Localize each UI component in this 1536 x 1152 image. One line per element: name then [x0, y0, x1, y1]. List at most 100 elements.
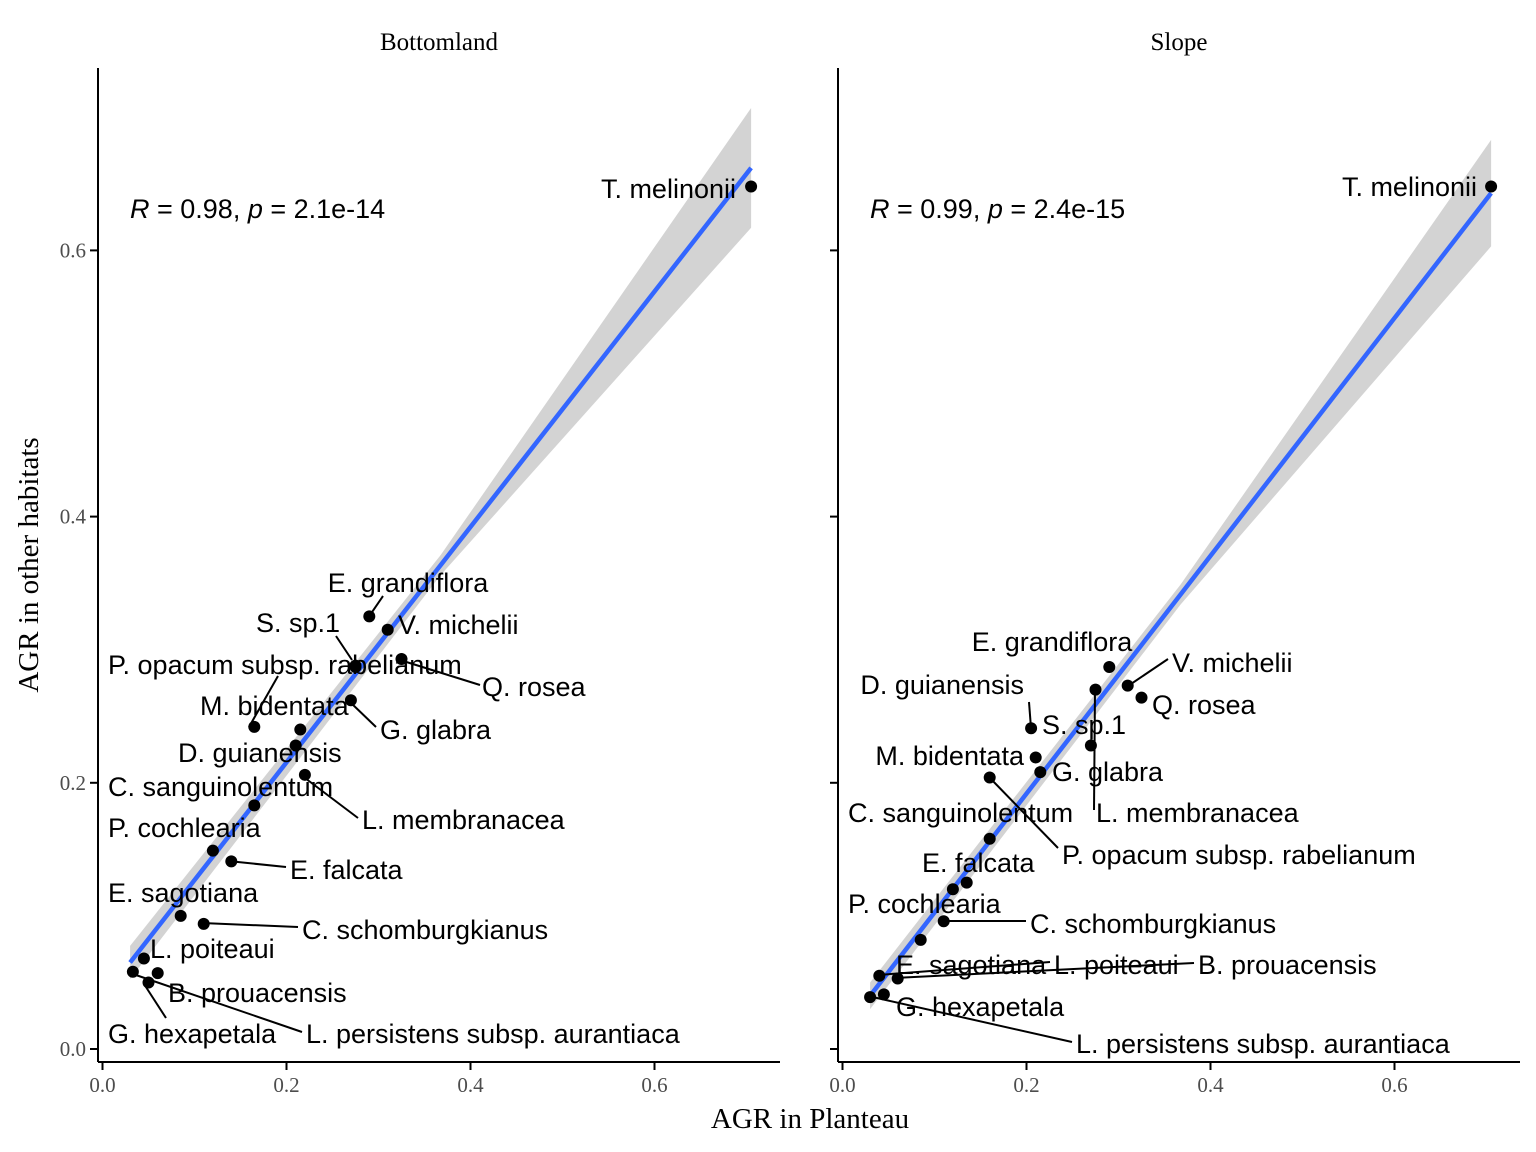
data-point-c-schomburgkianus: [937, 915, 950, 928]
y-tick-label: 0.2: [60, 771, 86, 795]
data-point-t-melinonii: [745, 180, 758, 193]
point-label-e-grandiflora: E. grandiflora: [972, 627, 1134, 657]
data-point-l-membranacea: [1089, 683, 1102, 696]
label-leader: [300, 774, 359, 819]
point-label-b-prouacensis: B. prouacensis: [1198, 950, 1377, 980]
label-leader: [129, 972, 303, 1033]
x-axis-title: AGR in Planteau: [711, 1103, 909, 1135]
data-point-p-cochlearia: [248, 799, 261, 812]
correlation-stat: R = 0.99, p = 2.4e-15: [870, 194, 1125, 224]
point-label-b-prouacensis: B. prouacensis: [168, 978, 347, 1008]
data-point-e-grandiflora: [1103, 661, 1116, 674]
stat-p-symbol: p: [247, 194, 263, 224]
panel-bottomland: Bottomland 0.0 0.2 0.4 0.6 0.0 0.2 0.4 0.6 R = 0.…: [60, 29, 780, 1097]
label-leader: [201, 922, 299, 928]
point-label-p-cochlearia: P. cochlearia: [848, 889, 1002, 919]
x-tick-label: 0.2: [273, 1073, 299, 1097]
point-label-v-michelii: V. michelii: [398, 610, 519, 640]
point-label-e-sagotiana: E. sagotiana: [108, 878, 259, 908]
y-tick-label: 0.6: [60, 238, 86, 262]
point-label-m-bidentata: M. bidentata: [875, 741, 1025, 771]
stat-r-value: = 0.99,: [890, 194, 988, 224]
confidence-band: [130, 107, 752, 980]
point-label-p-cochlearia: P. cochlearia: [108, 813, 262, 843]
point-label-g-hexapetala: G. hexapetala: [896, 992, 1065, 1022]
point-label-t-melinonii: T. melinonii: [1342, 172, 1477, 202]
point-label-e-sagotiana: E. sagotiana: [896, 950, 1047, 980]
panel-title: Slope: [1151, 29, 1208, 56]
stat-r-symbol: R: [870, 194, 890, 224]
point-label-l-persistens-subsp-aurantiaca: L. persistens subsp. aurantiaca: [306, 1019, 681, 1049]
regression-line: [868, 191, 1493, 998]
data-point-b-prouacensis: [914, 933, 927, 946]
data-point-l-persistens-subsp-aurantiaca: [864, 991, 877, 1004]
x-tick-label: 0.4: [457, 1073, 484, 1097]
point-label-m-bidentata: M. bidentata: [200, 691, 350, 721]
point-label-d-guianensis: D. guianensis: [178, 738, 342, 768]
data-point-c-schomburgkianus: [197, 917, 210, 930]
data-point-q-rosea: [1135, 691, 1148, 704]
stat-p-value: = 2.1e-14: [263, 194, 385, 224]
data-point-l-poiteaui: [137, 952, 150, 965]
point-label-c-schomburgkianus: C. schomburgkianus: [302, 915, 548, 945]
point-label-c-sanguinolentum: C. sanguinolentum: [848, 798, 1073, 828]
data-point-e-falcata: [960, 876, 973, 889]
regression-line: [128, 166, 753, 964]
stat-p-symbol: p: [987, 194, 1003, 224]
point-label-l-membranacea: L. membranacea: [1096, 798, 1300, 828]
label-leader: [335, 635, 353, 661]
stat-p-value: = 2.4e-15: [1003, 194, 1125, 224]
data-point-t-melinonii: [1485, 180, 1498, 193]
label-leader: [248, 675, 279, 728]
label-leader: [867, 995, 1073, 1043]
x-tick-label: 0.6: [641, 1073, 667, 1097]
point-label-g-glabra: G. glabra: [380, 715, 492, 745]
label-leader: [877, 961, 1051, 976]
data-point-e-sagotiana: [174, 909, 187, 922]
data-point-m-bidentata: [1029, 751, 1042, 764]
y-axis-title: AGR in other habitats: [13, 437, 45, 692]
data-point-v-michelii: [381, 623, 394, 636]
data-point-p-cochlearia: [946, 883, 959, 896]
x-tick-label: 0.4: [1197, 1073, 1224, 1097]
data-point: [206, 844, 219, 857]
data-point-g-hexapetala: [877, 988, 890, 1001]
point-label-s-sp-1: S. sp.1: [1042, 710, 1126, 740]
panel-slope: Slope 0.0 0.2 0.4 0.6 R = 0.99, p = 2.4e-15 T.…: [829, 29, 1520, 1097]
label-leader: [349, 701, 377, 728]
data-point-p-opacum-subsp-rabelianum: [983, 771, 996, 784]
point-label-c-sanguinolentum: C. sanguinolentum: [108, 772, 333, 802]
data-point-s-sp-1: [1084, 739, 1097, 752]
point-label-l-poiteaui: L. poiteaui: [150, 934, 275, 964]
point-label-q-rosea: Q. rosea: [1152, 690, 1257, 720]
x-tick-label: 0.2: [1013, 1073, 1039, 1097]
y-tick-label: 0.0: [60, 1037, 86, 1061]
data-point-l-persistens-subsp-aurantiaca: [151, 967, 164, 980]
data-point-c-sanguinolentum: [983, 832, 996, 845]
label-leader: [988, 776, 1059, 849]
data-point-b-prouacensis: [142, 976, 155, 989]
point-label-c-schomburgkianus: C. schomburgkianus: [1030, 909, 1276, 939]
stat-r-symbol: R: [130, 194, 150, 224]
point-label-p-opacum-subsp-rabelianum: P. opacum subsp. rabelianum: [108, 650, 462, 680]
point-label-p-opacum-subsp-rabelianum: P. opacum subsp. rabelianum: [1062, 840, 1416, 870]
label-leader: [143, 983, 167, 1019]
point-label-v-michelii: V. michelii: [1172, 648, 1293, 678]
x-tick-label: 0.0: [829, 1073, 855, 1097]
data-point-l-membranacea: [298, 768, 311, 781]
data-point-d-guianensis: [289, 739, 302, 752]
point-label-g-hexapetala: G. hexapetala: [108, 1019, 277, 1049]
data-point-c-sanguinolentum: [294, 723, 307, 736]
point-label-s-sp-1: S. sp.1: [256, 608, 340, 638]
data-point-v-michelii: [1121, 679, 1134, 692]
point-label-e-falcata: E. falcata: [922, 848, 1036, 878]
y-tick-label: 0.4: [60, 505, 87, 529]
data-point-e-sagotiana: [873, 969, 886, 982]
panel-title: Bottomland: [380, 29, 499, 56]
data-point-p-opacum-subsp-rabelianum: [395, 653, 408, 666]
correlation-stat: R = 0.98, p = 2.1e-14: [130, 194, 385, 224]
point-label-d-guianensis: D. guianensis: [860, 670, 1024, 700]
point-label-l-poiteaui: L. poiteaui: [1054, 950, 1179, 980]
point-label-q-rosea: Q. rosea: [482, 672, 587, 702]
label-leader: [399, 659, 481, 686]
